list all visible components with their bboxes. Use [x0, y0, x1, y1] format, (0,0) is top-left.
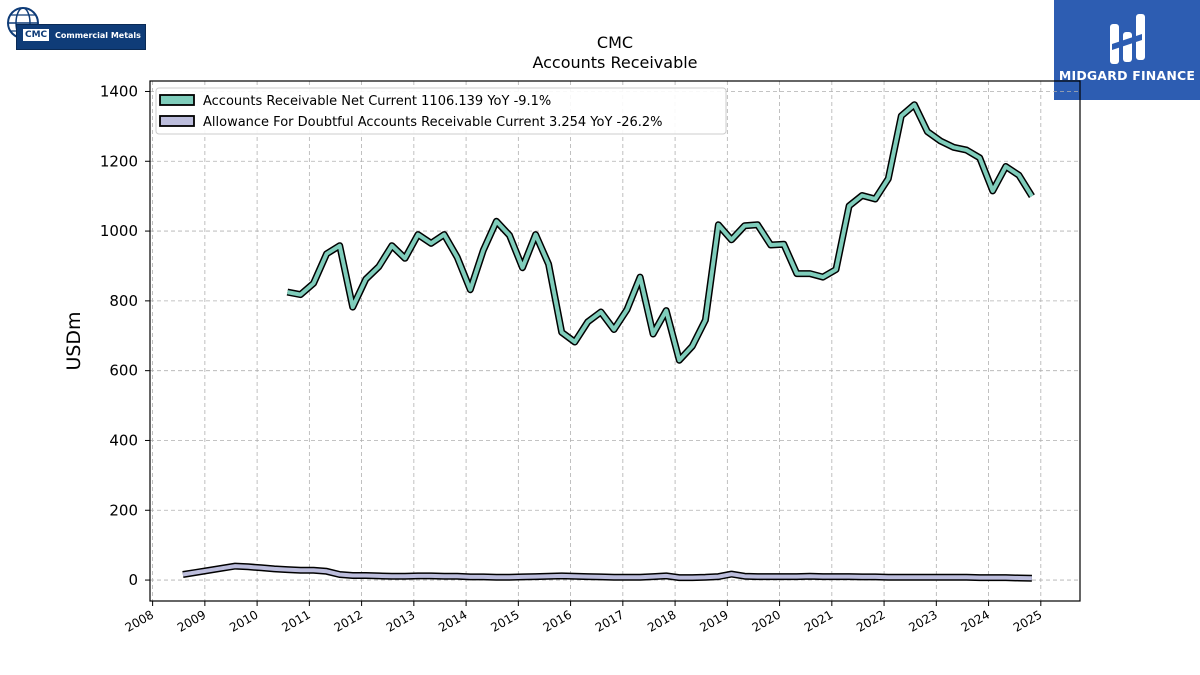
- y-tick-label: 800: [109, 292, 138, 310]
- y-tick-label: 200: [109, 501, 138, 519]
- series-lines: [182, 101, 1035, 582]
- y-tick-label: 1400: [100, 82, 138, 100]
- legend-label: Accounts Receivable Net Current 1106.139…: [203, 94, 551, 109]
- legend: Accounts Receivable Net Current 1106.139…: [155, 87, 727, 135]
- plot-area-frame: [149, 80, 1081, 602]
- y-tick-label: 1200: [100, 152, 138, 170]
- legend-swatch: [159, 115, 195, 127]
- x-tick-label: 2017: [593, 607, 626, 634]
- legend-label: Allowance For Doubtful Accounts Receivab…: [203, 115, 663, 130]
- series-0-line: [287, 102, 1034, 363]
- x-tick-label: 2015: [488, 607, 521, 634]
- legend-swatch: [159, 94, 195, 106]
- x-tick-label: 2014: [436, 607, 469, 634]
- x-tick-label: 2018: [645, 607, 678, 634]
- x-tick-label: 2021: [802, 607, 835, 634]
- cmc-logo-mark: CMC: [23, 29, 50, 41]
- y-tick-label: 1000: [100, 222, 138, 240]
- x-tick-label: 2008: [123, 607, 156, 634]
- x-tick-label: 2009: [175, 607, 208, 634]
- x-tick-label: 2024: [959, 607, 992, 634]
- x-tick-label: 2020: [750, 607, 783, 634]
- x-tick-label: 2016: [541, 607, 574, 634]
- y-tick-label: 400: [109, 431, 138, 449]
- x-tick-label: 2019: [697, 607, 730, 634]
- x-axis: 2008 2009 2010 2011 2012 2013 2014 2015 2016 2017…: [123, 601, 1044, 635]
- y-tick-label: 0: [128, 571, 138, 589]
- x-tick-label: 2022: [854, 607, 887, 634]
- y-tick-label: 600: [109, 362, 138, 380]
- grid-lines: [150, 81, 1080, 601]
- series-1-line: [182, 564, 1032, 581]
- chart-title: CMC: [597, 33, 633, 52]
- y-axis: 0 200 400 600 800 1000 1200 1400: [100, 82, 150, 589]
- x-tick-label: 2025: [1011, 607, 1044, 634]
- x-tick-label: 2013: [384, 607, 417, 634]
- cmc-badge: CMC Commercial Metals: [16, 24, 146, 50]
- legend-box: [155, 87, 727, 135]
- midgard-finance-logo: MIDGARD FINANCE: [1054, 0, 1200, 100]
- cmc-logo-name: Commercial Metals: [55, 31, 141, 40]
- x-tick-label: 2012: [332, 607, 365, 634]
- midgard-logo-mark: [1110, 14, 1145, 64]
- commercial-metals-logo: CMC Commercial Metals: [4, 6, 146, 52]
- midgard-logo-name: MIDGARD FINANCE: [1058, 68, 1196, 83]
- x-tick-label: 2010: [227, 607, 260, 634]
- chart-subtitle: Accounts Receivable: [532, 53, 697, 72]
- x-tick-label: 2023: [906, 607, 939, 634]
- x-tick-label: 2011: [279, 607, 312, 634]
- y-axis-label: USDm: [63, 311, 85, 370]
